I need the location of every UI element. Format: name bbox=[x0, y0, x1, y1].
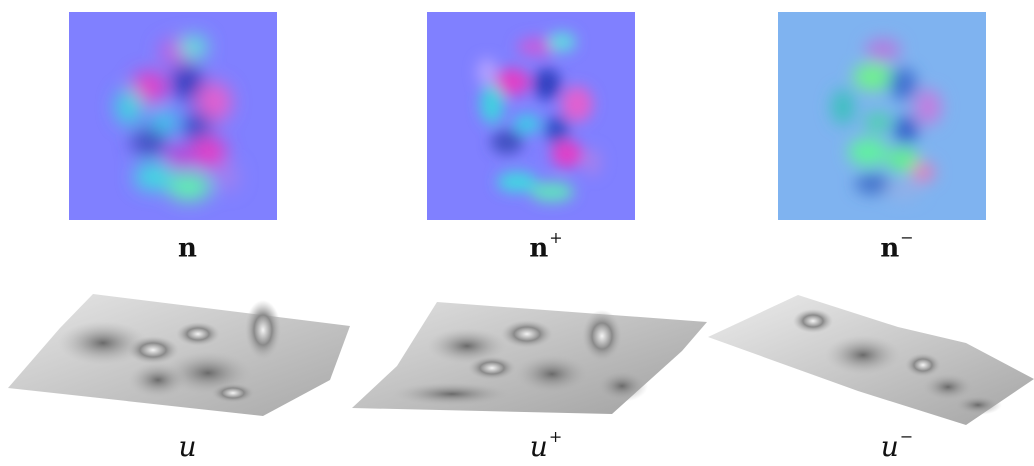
surface-u-minus bbox=[708, 295, 1034, 427]
label-u: u bbox=[178, 430, 197, 463]
label-u-plus: u+ bbox=[529, 426, 563, 463]
normal-map-n-plus-image bbox=[427, 12, 635, 220]
normal-map-n-minus-image bbox=[778, 12, 986, 220]
label-n-minus: n− bbox=[880, 228, 914, 264]
normal-map-n-image bbox=[69, 12, 277, 220]
label-u-minus: u− bbox=[880, 426, 914, 463]
label-n-plus: n+ bbox=[529, 228, 563, 264]
surface-u-plus bbox=[352, 296, 710, 420]
surface-u bbox=[8, 288, 353, 418]
label-n: n bbox=[178, 233, 197, 264]
